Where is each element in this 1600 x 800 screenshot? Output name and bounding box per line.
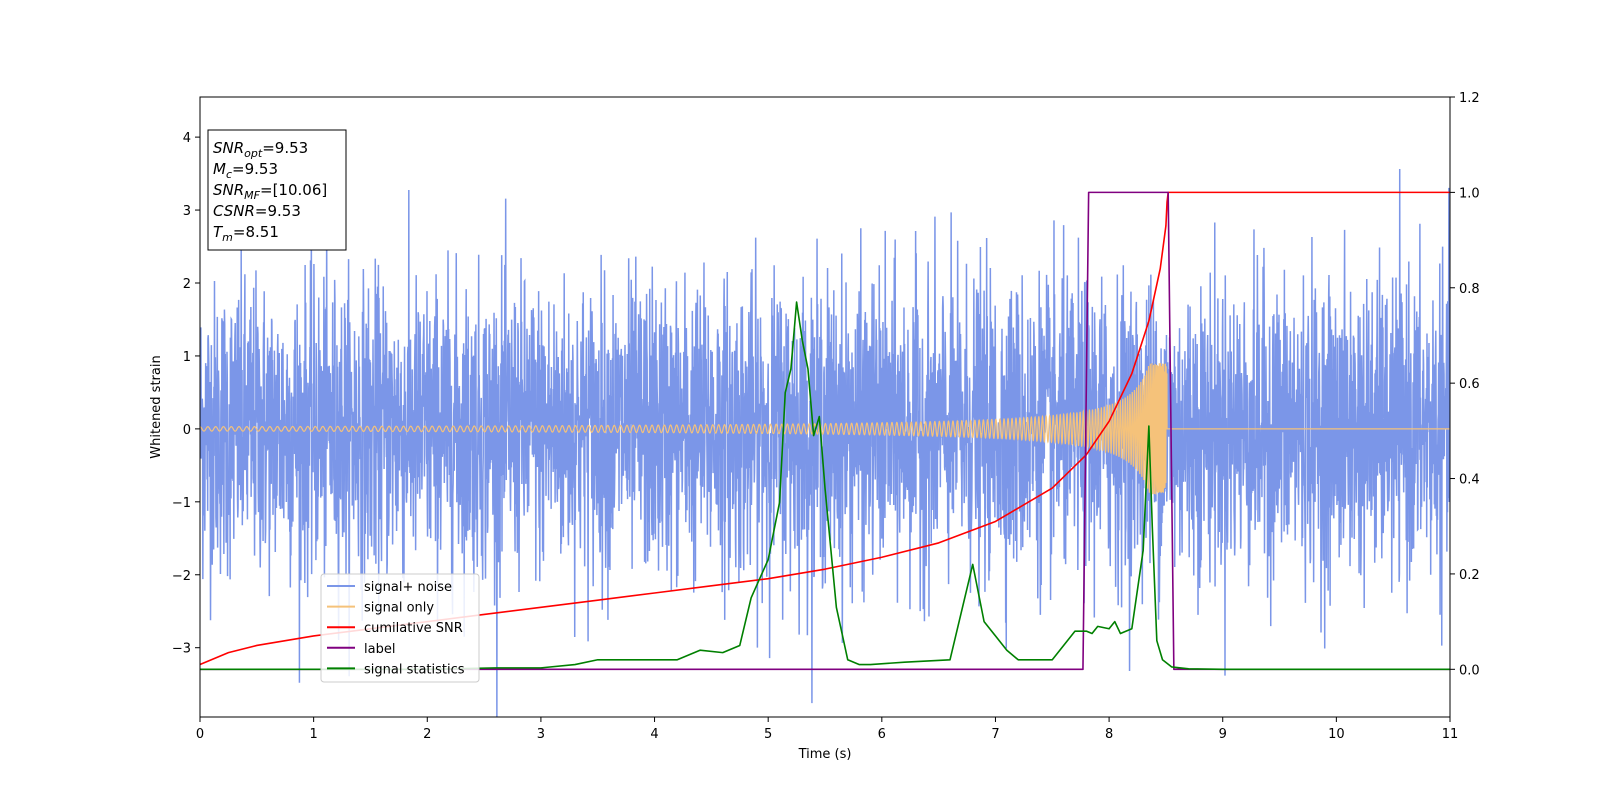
y-right-tick-label: 1.2 (1459, 91, 1480, 106)
x-tick-label: 10 (1328, 727, 1345, 742)
y-right-tick-label: 0.4 (1459, 473, 1480, 488)
y-tick-label: 1 (183, 350, 191, 365)
x-tick-label: 3 (537, 727, 545, 742)
y-tick-label: 2 (183, 277, 191, 292)
y-tick-label: 3 (183, 204, 191, 219)
x-axis: 0 1 2 3 4 5 6 7 8 9 10 11 (196, 717, 1458, 742)
y-right-tick-label: 0.2 (1459, 568, 1480, 583)
y-tick-label: −3 (172, 642, 191, 657)
annotation-line: Mc=9.53 (213, 160, 278, 181)
y-axis-right: 1.2 1.0 0.8 0.6 0.4 0.2 0.0 (1450, 91, 1480, 678)
x-tick-label: 5 (764, 727, 772, 742)
annotation-line: Tm=8.51 (213, 223, 279, 244)
legend-entry: signal+ noise (364, 580, 452, 595)
annotation-line: SNRMF=[10.06] (213, 181, 327, 202)
y-axis-label: Whitened strain (149, 355, 164, 458)
annotation-frame (207, 129, 347, 251)
y-tick-label: −2 (172, 569, 191, 584)
y-tick-label: 0 (183, 423, 191, 438)
axes-frame (199, 96, 1451, 718)
y-tick-label: 4 (183, 131, 191, 146)
legend-entry: cumilative SNR (364, 621, 463, 636)
annotation-box: SNRopt=9.53Mc=9.53SNRMF=[10.06]CSNR=9.53… (207, 129, 347, 251)
x-axis-label: Time (s) (798, 747, 852, 762)
y-right-tick-label: 0.8 (1459, 282, 1480, 297)
annotation-line: CSNR=9.53 (213, 202, 301, 220)
x-tick-label: 0 (196, 727, 204, 742)
x-tick-label: 8 (1105, 727, 1113, 742)
series-signal-statistics (200, 301, 1450, 671)
x-tick-label: 6 (878, 727, 886, 742)
x-tick-label: 7 (991, 727, 999, 742)
annotation-line: SNRopt=9.53 (213, 139, 308, 160)
legend-frame (320, 573, 480, 683)
y-axis-left: 4 3 2 1 0 −1 −2 −3 (172, 131, 200, 657)
legend-entry: signal only (364, 601, 434, 616)
x-tick-label: 4 (650, 727, 658, 742)
y-right-tick-label: 0.0 (1459, 663, 1480, 678)
legend-entry: signal statistics (364, 662, 465, 677)
legend-entry: label (364, 642, 395, 657)
x-tick-label: 11 (1442, 727, 1459, 742)
legend: signal+ noise signal only cumilative SNR la… (320, 573, 480, 683)
y-right-tick-label: 1.0 (1459, 186, 1480, 201)
x-tick-label: 1 (309, 727, 317, 742)
x-tick-label: 2 (423, 727, 431, 742)
series-signal-only (200, 363, 1450, 495)
y-tick-label: −1 (172, 496, 191, 511)
x-tick-label: 9 (1219, 727, 1227, 742)
y-right-tick-label: 0.6 (1459, 377, 1480, 392)
